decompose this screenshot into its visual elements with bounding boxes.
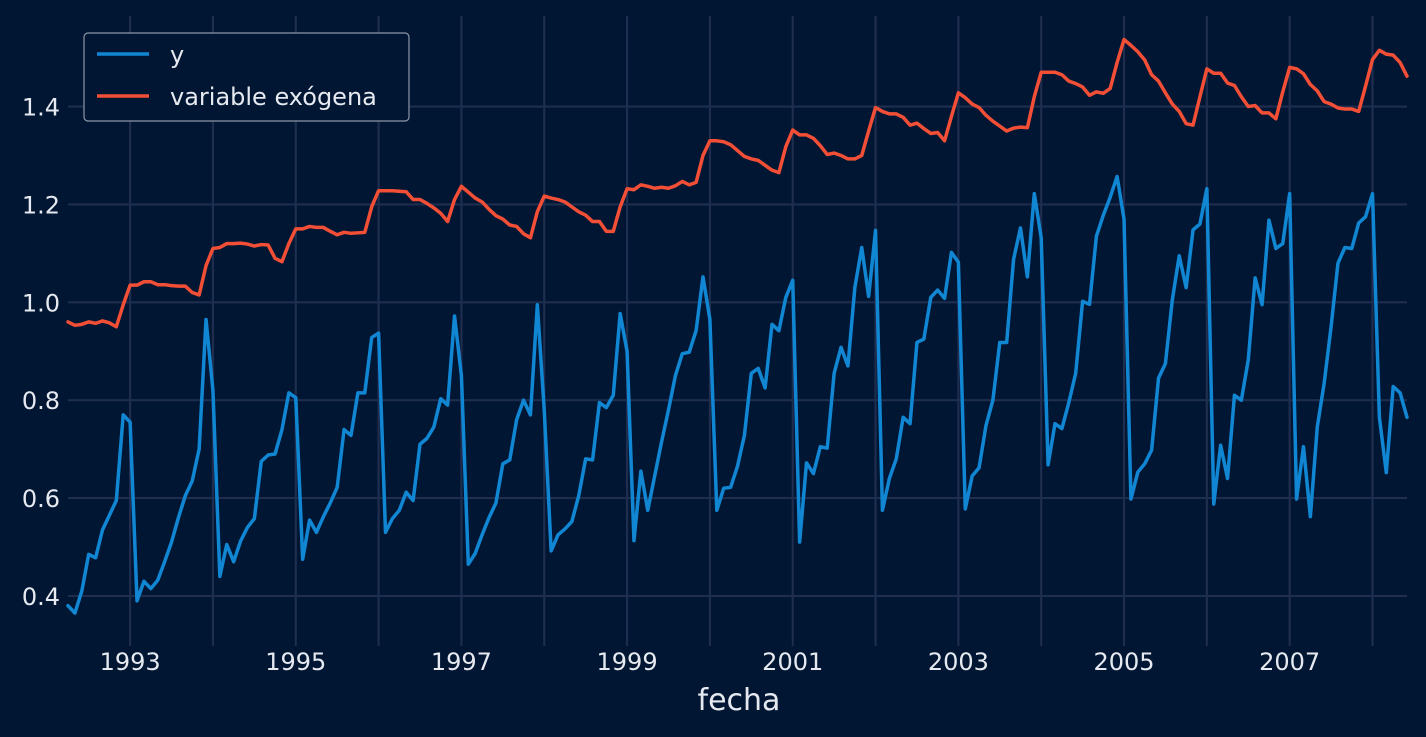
legend-label-variable-exogena: variable exógena (170, 83, 377, 111)
y-axis-ticks: 0.4 0.6 0.8 1.0 1.2 1.4 (22, 94, 60, 611)
legend-label-y: y (170, 41, 184, 69)
y-tick-label: 0.4 (22, 583, 60, 611)
y-tick-label: 1.0 (22, 289, 60, 317)
x-tick-label: 1993 (100, 648, 161, 676)
x-tick-label: 2005 (1093, 648, 1154, 676)
legend: y variable exógena (83, 32, 410, 122)
legend-box (83, 32, 410, 122)
x-axis-label: fecha (698, 683, 781, 718)
y-tick-label: 1.2 (22, 191, 60, 219)
x-tick-label: 2003 (928, 648, 989, 676)
x-tick-label: 2007 (1259, 648, 1320, 676)
y-tick-label: 0.8 (22, 387, 60, 415)
series-lines (66, 37, 1409, 615)
series-line-variable-exogena (66, 37, 1409, 329)
x-tick-label: 1997 (431, 648, 492, 676)
x-tick-label: 1999 (597, 648, 658, 676)
x-tick-label: 2001 (762, 648, 823, 676)
series-line-y (66, 174, 1409, 615)
y-tick-label: 0.6 (22, 485, 60, 513)
x-axis-ticks: 1993 1995 1997 1999 2001 2003 2005 2007 (100, 640, 1374, 676)
x-tick-label: 1995 (265, 648, 326, 676)
y-tick-label: 1.4 (22, 94, 60, 122)
